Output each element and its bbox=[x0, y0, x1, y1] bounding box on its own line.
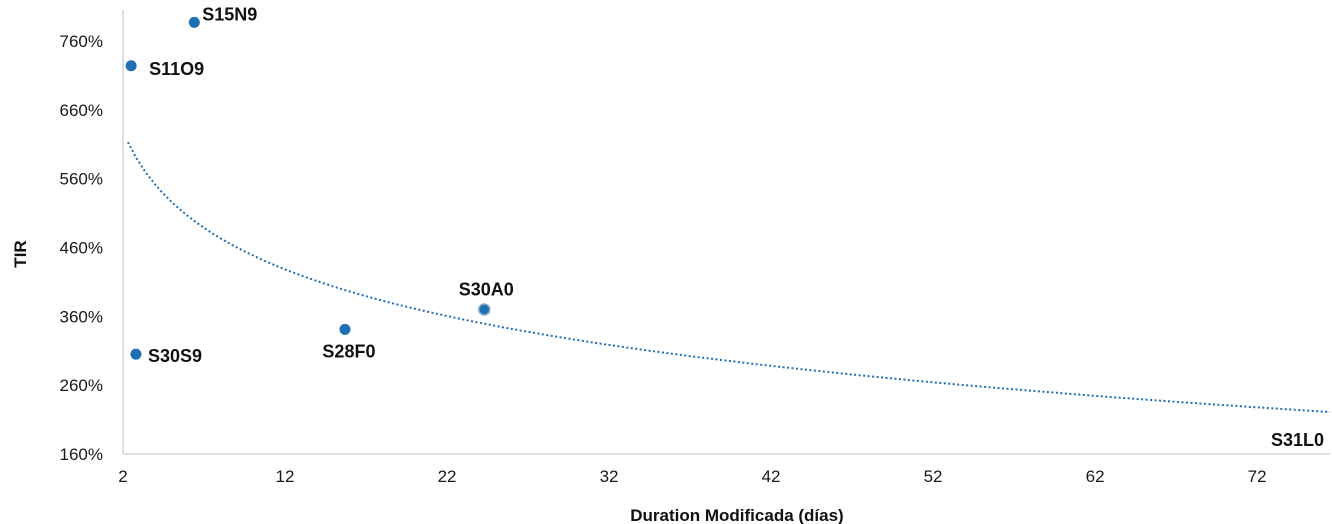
x-axis-ticks: 2 12 22 32 42 52 62 72 bbox=[118, 467, 1266, 486]
data-point-label: S11O9 bbox=[149, 59, 204, 79]
y-tick-label: 560% bbox=[60, 170, 103, 189]
y-tick-label: 660% bbox=[60, 101, 103, 120]
data-point bbox=[339, 323, 351, 335]
y-tick-label: 760% bbox=[60, 32, 103, 51]
y-tick-label: 360% bbox=[60, 307, 103, 326]
data-point bbox=[125, 60, 137, 72]
x-axis-title: Duration Modificada (días) bbox=[630, 506, 843, 524]
chart-axes bbox=[122, 10, 1330, 455]
x-tick-label: 2 bbox=[118, 467, 127, 486]
y-tick-label: 460% bbox=[60, 238, 103, 257]
data-point bbox=[130, 348, 142, 360]
y-axis-ticks: 160% 260% 360% 460% 560% 660% 760% bbox=[60, 32, 103, 464]
x-tick-label: 22 bbox=[438, 467, 457, 486]
data-point-label: S30A0 bbox=[459, 279, 514, 299]
x-tick-label: 62 bbox=[1086, 467, 1105, 486]
x-tick-label: 52 bbox=[924, 467, 943, 486]
x-tick-label: 32 bbox=[600, 467, 619, 486]
data-point-label: S15N9 bbox=[202, 4, 257, 24]
y-axis-title: TIR bbox=[11, 240, 30, 267]
data-point bbox=[188, 16, 200, 28]
data-point-label: S30S9 bbox=[148, 346, 202, 366]
x-tick-label: 12 bbox=[276, 467, 295, 486]
data-points: S15N9 S11O9 S30S9 S28F0 S30A0 S31L0 bbox=[125, 4, 1324, 450]
data-point bbox=[478, 303, 491, 316]
trendline bbox=[127, 141, 1331, 413]
y-tick-label: 260% bbox=[60, 376, 103, 395]
y-tick-label: 160% bbox=[60, 445, 103, 464]
x-tick-label: 72 bbox=[1248, 467, 1267, 486]
data-point-label: S28F0 bbox=[322, 341, 375, 361]
x-tick-label: 42 bbox=[762, 467, 781, 486]
data-point-label: S31L0 bbox=[1271, 430, 1324, 450]
